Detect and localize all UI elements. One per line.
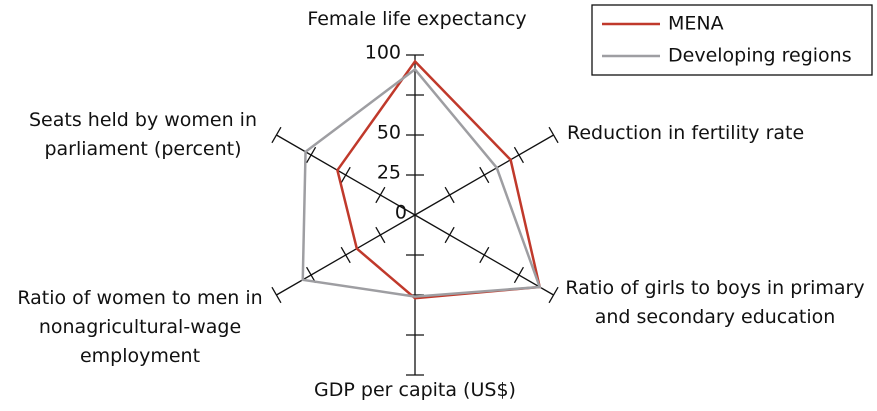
tick-label: 0 <box>395 202 407 224</box>
tick-label: 50 <box>377 122 401 144</box>
category-label: Reduction in fertility rate <box>567 122 805 144</box>
category-label: Ratio of women to men in nonagricultural… <box>17 287 263 367</box>
tick-mark <box>271 126 282 144</box>
tick-mark <box>340 166 351 184</box>
tick-mark <box>340 246 351 264</box>
series-line <box>301 67 542 298</box>
legend-label: MENA <box>668 13 724 35</box>
category-label: Ratio of girls to boys in primary and se… <box>565 277 865 328</box>
tick-label: 25 <box>377 162 401 184</box>
tick-mark <box>513 146 524 164</box>
tick-mark <box>444 186 455 204</box>
tick-mark <box>513 266 524 284</box>
tick-mark <box>548 126 559 144</box>
tick-mark <box>548 286 559 304</box>
category-label: Seats held by women in parliament (perce… <box>29 109 257 160</box>
category-label: GDP per capita (US$) <box>314 379 516 401</box>
tick-mark <box>444 226 455 244</box>
tick-mark <box>479 246 490 264</box>
tick-mark <box>306 146 317 164</box>
legend-box <box>591 4 873 76</box>
tick-mark <box>375 186 386 204</box>
tick-mark <box>375 226 386 244</box>
tick-mark <box>271 286 282 304</box>
series-line <box>336 59 542 300</box>
category-label: Female life expectancy <box>307 8 527 30</box>
tick-mark <box>306 266 317 284</box>
tick-label: 100 <box>365 42 401 64</box>
tick-mark <box>479 166 490 184</box>
legend-label: Developing regions <box>668 45 852 67</box>
